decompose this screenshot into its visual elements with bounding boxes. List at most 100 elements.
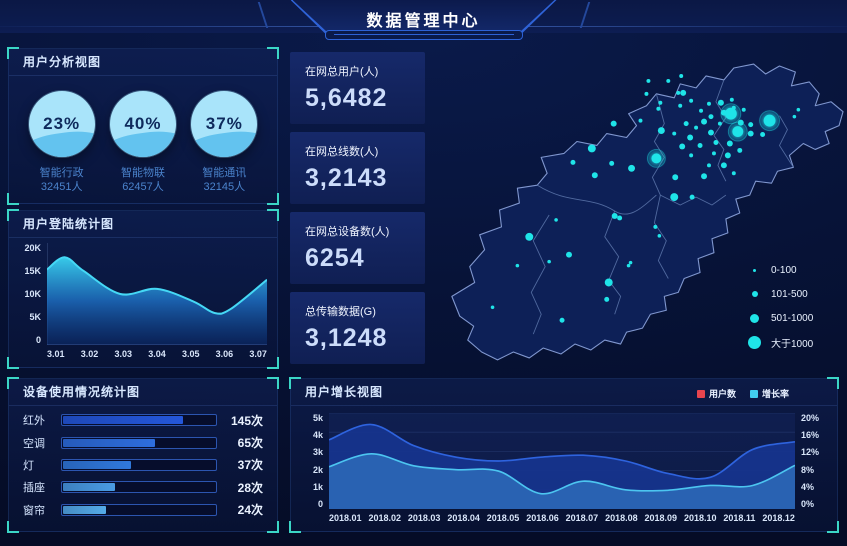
growth-area-chart[interactable] bbox=[329, 413, 795, 509]
gauge-item[interactable]: 23% 智能行政 32451人 bbox=[23, 91, 101, 194]
tick-label: 10K bbox=[24, 289, 41, 299]
device-bar-row[interactable]: 空调 65次 bbox=[23, 434, 263, 451]
scatter-dot bbox=[610, 120, 617, 127]
corner-bracket-icon bbox=[7, 193, 19, 205]
device-bar-row[interactable]: 灯 37次 bbox=[23, 456, 263, 473]
scatter-dot bbox=[720, 162, 727, 169]
tick-label: 1k bbox=[312, 481, 323, 492]
gauge-count: 32145人 bbox=[203, 181, 246, 193]
gauge-item[interactable]: 37% 智能通讯 32145人 bbox=[185, 91, 263, 194]
corner-bracket-icon bbox=[7, 377, 19, 389]
map-legend-item[interactable]: 501-1000 bbox=[748, 311, 813, 325]
map-legend-item[interactable]: 大于1000 bbox=[748, 335, 813, 350]
login-y-axis: 20K 15K 10K 5K 0 bbox=[19, 243, 47, 345]
scatter-dot bbox=[748, 122, 754, 128]
login-line-stroke bbox=[47, 256, 267, 315]
scatter-dot bbox=[707, 163, 711, 168]
tick-label: 4k bbox=[312, 430, 323, 441]
scatter-dot bbox=[657, 234, 662, 238]
bar-value-label: 24次 bbox=[237, 503, 263, 518]
bar-category-label: 灯 bbox=[23, 459, 34, 472]
scatter-dot bbox=[699, 108, 704, 113]
legend-item-rate[interactable]: 增长率 bbox=[749, 387, 789, 400]
panel-user-growth: 用户增长视图 用户数 增长率 5k 4k 3k 2k 1k 0 20% 16% 12% 8% 4%… bbox=[289, 377, 839, 533]
legend-item-users[interactable]: 用户数 bbox=[696, 387, 736, 400]
scatter-dot bbox=[697, 142, 703, 148]
tick-label: 2018.07 bbox=[565, 513, 599, 523]
scatter-dot bbox=[591, 172, 598, 179]
scatter-dot bbox=[658, 100, 663, 105]
corner-bracket-icon bbox=[7, 47, 19, 59]
tick-label: 15K bbox=[24, 266, 41, 276]
scatter-dot bbox=[701, 118, 708, 125]
scatter-dot bbox=[626, 263, 631, 268]
scatter-dot bbox=[731, 105, 736, 110]
login-area-chart[interactable] bbox=[47, 243, 267, 345]
bar-fill bbox=[63, 438, 156, 447]
scatter-dot bbox=[717, 121, 722, 126]
scatter-dot bbox=[717, 99, 724, 106]
scatter-dot bbox=[678, 103, 683, 108]
liquid-gauge-icon: 23% bbox=[28, 91, 95, 157]
dot-size-icon bbox=[750, 313, 759, 323]
gauge-count: 32451人 bbox=[40, 181, 83, 193]
corner-bracket-icon bbox=[827, 377, 839, 389]
scatter-dot bbox=[680, 89, 687, 96]
stat-card-online-lines: 在网总线数(人) 3,2143 bbox=[290, 132, 425, 204]
bar-category-label: 红外 bbox=[23, 415, 45, 428]
login-x-axis: 3.01 3.02 3.03 3.04 3.05 3.06 3.07 bbox=[47, 345, 267, 361]
map-legend-item[interactable]: 0-100 bbox=[748, 263, 813, 277]
bar-value-label: 65次 bbox=[237, 436, 263, 451]
gauge-percent: 40% bbox=[124, 114, 162, 133]
tick-label: 0 bbox=[35, 335, 41, 345]
corner-bracket-icon bbox=[267, 357, 279, 369]
corner-bracket-icon bbox=[7, 209, 19, 221]
bar-fill bbox=[63, 460, 131, 469]
gauge-label: 智能物联 bbox=[120, 167, 165, 179]
gauge-item[interactable]: 40% 智能物联 62457人 bbox=[104, 91, 182, 194]
scatter-dot bbox=[763, 114, 776, 127]
tick-label: 20% bbox=[801, 413, 820, 423]
login-area-fill bbox=[47, 257, 267, 345]
stat-value: 3,2143 bbox=[305, 164, 388, 192]
stat-card-online-users: 在网总用户(人) 5,6482 bbox=[290, 52, 425, 124]
growth-legend: 用户数 增长率 bbox=[696, 387, 789, 400]
bar-fill bbox=[63, 505, 107, 514]
corner-bracket-icon bbox=[289, 521, 301, 533]
device-bar-row[interactable]: 窗帘 24次 bbox=[23, 501, 263, 518]
stat-card-total-data: 总传输数据(G) 3,1248 bbox=[290, 292, 425, 364]
scatter-dot bbox=[646, 78, 651, 83]
bar-track bbox=[61, 503, 217, 516]
device-bar-row[interactable]: 红外 145次 bbox=[23, 412, 263, 429]
legend-swatch-icon bbox=[749, 389, 758, 398]
rate-area-fill bbox=[329, 453, 795, 509]
district-border bbox=[536, 184, 657, 215]
users-line-stroke bbox=[329, 423, 795, 480]
map-legend-label: 101-500 bbox=[771, 288, 808, 300]
stat-card-online-devices: 在网总设备数(人) 6254 bbox=[290, 212, 425, 284]
scatter-dot bbox=[604, 296, 610, 302]
corner-bracket-icon bbox=[267, 193, 279, 205]
map-legend-label: 501-1000 bbox=[771, 312, 814, 324]
stat-card-column: 在网总用户(人) 5,6482 在网总线数(人) 3,2143 在网总设备数(人… bbox=[290, 52, 425, 372]
scatter-dot bbox=[628, 260, 633, 265]
dot-size-icon bbox=[753, 268, 756, 272]
scatter-dot bbox=[683, 121, 689, 127]
legend-label: 用户数 bbox=[708, 389, 736, 399]
district-border bbox=[653, 195, 669, 279]
scatter-dot bbox=[713, 140, 719, 145]
device-bar-row[interactable]: 插座 28次 bbox=[23, 479, 263, 496]
region-scatter-map[interactable]: 0-100 101-500 501-1000 大于1000 bbox=[430, 45, 847, 375]
scatter-dot bbox=[570, 159, 576, 165]
map-legend-item[interactable]: 101-500 bbox=[748, 287, 813, 301]
scatter-dot bbox=[604, 278, 613, 287]
bar-value-label: 145次 bbox=[230, 413, 263, 428]
tick-label: 3.05 bbox=[181, 349, 200, 359]
corner-bracket-icon bbox=[7, 521, 19, 533]
scatter-dot bbox=[656, 106, 661, 111]
header-decor-pill bbox=[324, 30, 523, 40]
scatter-dot bbox=[737, 119, 744, 126]
scatter-dot bbox=[657, 127, 665, 135]
growth-right-y-axis: 20% 16% 12% 8% 4% 0% bbox=[795, 413, 827, 509]
